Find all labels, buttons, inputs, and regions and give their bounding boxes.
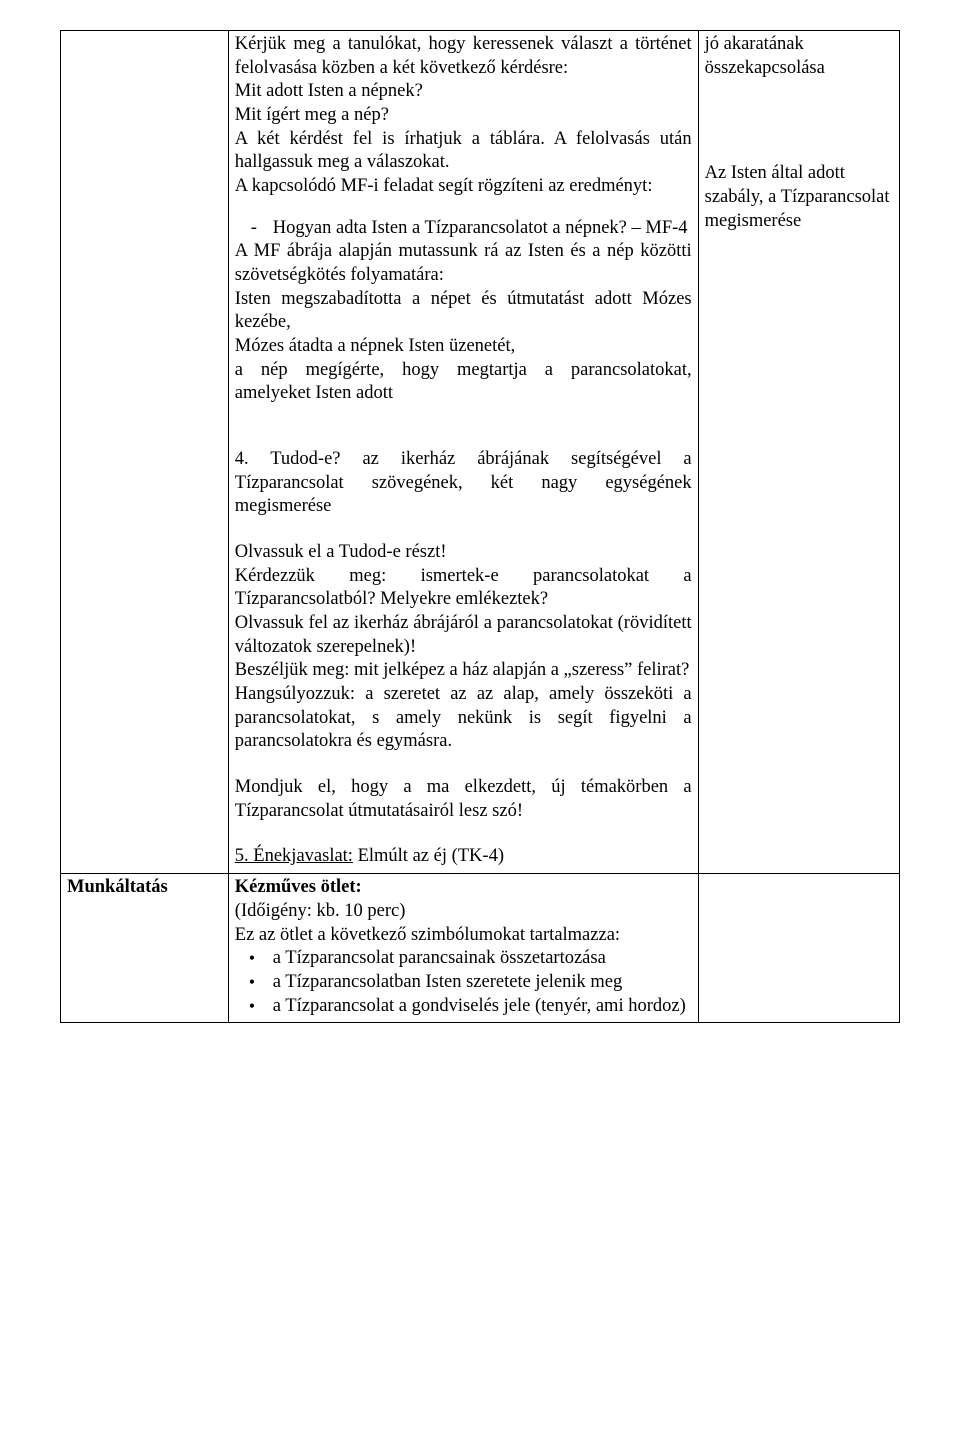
- cell-left-1: [61, 31, 229, 874]
- cell-right-1: jó akaratának összekapcsolása Az Isten á…: [698, 31, 899, 874]
- lesson-plan-table: Kérjük meg a tanulókat, hogy keressenek …: [60, 30, 900, 1023]
- cell-middle-1: Kérjük meg a tanulókat, hogy keressenek …: [228, 31, 698, 874]
- paragraph: Mit ígért meg a nép?: [235, 104, 692, 128]
- cell-middle-2: Kézműves ötlet: (Időigény: kb. 10 perc) …: [228, 874, 698, 1023]
- paragraph: Isten megszabadította a népet és útmutat…: [235, 288, 692, 335]
- paragraph: Hangsúlyozzuk: a szeretet az az alap, am…: [235, 683, 692, 754]
- list-item: a Tízparancsolatban Isten szeretete jele…: [273, 971, 692, 995]
- row-label: Munkáltatás: [67, 877, 168, 897]
- sidebar-text: Az Isten által adott szabály, a Tízparan…: [705, 162, 893, 233]
- subheading: Kézműves ötlet:: [235, 876, 692, 900]
- paragraph: A két kérdést fel is írhatjuk a táblára.…: [235, 128, 692, 175]
- cell-left-2: Munkáltatás: [61, 874, 229, 1023]
- paragraph: A MF ábrája alapján mutassunk rá az Iste…: [235, 240, 692, 287]
- paragraph: 4. Tudod-e? az ikerház ábrájának segítsé…: [235, 448, 692, 519]
- paragraph: Mit adott Isten a népnek?: [235, 80, 692, 104]
- cell-right-2: [698, 874, 899, 1023]
- table-row: Kérjük meg a tanulókat, hogy keressenek …: [61, 31, 900, 874]
- paragraph: Ez az ötlet a következő szimbólumokat ta…: [235, 924, 692, 948]
- paragraph: Elmúlt az éj (TK-4): [353, 846, 504, 866]
- bullet-list: a Tízparancsolat parancsainak összetarto…: [235, 947, 692, 1018]
- list-item: Hogyan adta Isten a Tízparancsolatot a n…: [273, 217, 692, 241]
- paragraph: Kérjük meg a tanulókat, hogy keressenek …: [235, 33, 692, 80]
- paragraph: Olvassuk el a Tudod-e részt!: [235, 541, 692, 565]
- paragraph: Mondjuk el, hogy a ma elkezdett, új téma…: [235, 776, 692, 823]
- dash-list: Hogyan adta Isten a Tízparancsolatot a n…: [235, 217, 692, 241]
- table-row: Munkáltatás Kézműves ötlet: (Időigény: k…: [61, 874, 900, 1023]
- paragraph: (Időigény: kb. 10 perc): [235, 900, 692, 924]
- paragraph: A kapcsolódó MF-i feladat segít rögzíten…: [235, 175, 692, 199]
- paragraph: a nép megígérte, hogy megtartja a paranc…: [235, 359, 692, 406]
- paragraph: Mózes átadta a népnek Isten üzenetét,: [235, 335, 692, 359]
- list-item: a Tízparancsolat parancsainak összetarto…: [273, 947, 692, 971]
- paragraph: Beszéljük meg: mit jelképez a ház alapjá…: [235, 659, 692, 683]
- list-item: a Tízparancsolat a gondviselés jele (ten…: [273, 995, 692, 1019]
- paragraph: Kérdezzük meg: ismertek-e parancsolatoka…: [235, 565, 692, 612]
- paragraph: Olvassuk fel az ikerház ábrájáról a para…: [235, 612, 692, 659]
- sidebar-text: jó akaratának összekapcsolása: [705, 33, 893, 80]
- paragraph: 5. Énekjavaslat:: [235, 846, 353, 866]
